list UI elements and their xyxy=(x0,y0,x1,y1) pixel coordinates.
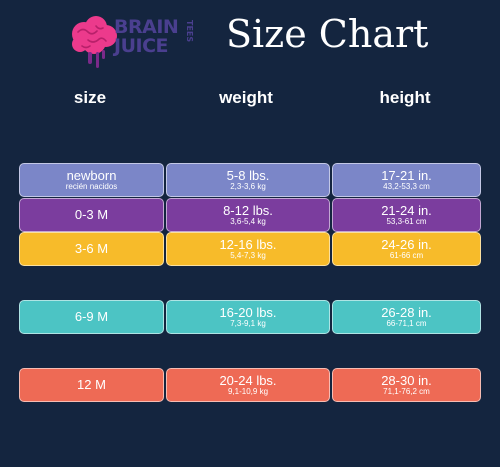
size-cell: 0-3 M xyxy=(19,198,164,232)
size-cell-value: 12 M xyxy=(77,377,106,393)
page-title: Size Chart xyxy=(226,12,429,56)
size-cell-metric: recién nacidos xyxy=(65,181,118,191)
height-cell: 28-30 in. 71,1-76,2 cm xyxy=(332,368,481,402)
weight-cell-metric: 2,3-3,6 kg xyxy=(230,181,266,191)
height-cell: 17-21 in. 43,2-53,3 cm xyxy=(332,163,481,197)
weight-cell: 16-20 lbs. 7,3-9,1 kg xyxy=(166,300,330,334)
height-cell-metric: 71,1-76,2 cm xyxy=(383,386,430,396)
weight-cell-metric: 9,1-10,9 kg xyxy=(227,386,269,396)
header-size: size xyxy=(73,88,107,107)
height-cell-value: 21-24 in. xyxy=(381,202,432,218)
height-cell-metric: 43,2-53,3 cm xyxy=(383,181,430,191)
weight-cell: 20-24 lbs. 9,1-10,9 kg xyxy=(166,368,330,402)
logo-line-juice: JUICE xyxy=(114,35,169,57)
size-row: 3-6 M 12-16 lbs. 5,4-7,3 kg 24-26 in. 61-66 … xyxy=(19,232,481,266)
size-row: newborn recién nacidos 5-8 lbs. 2,3-3,6 kg 1… xyxy=(19,163,481,197)
logo-wordmark: BRAIN JUICE xyxy=(114,16,179,57)
size-cell-value: 3-6 M xyxy=(74,241,109,257)
size-cell: 3-6 M xyxy=(19,232,164,266)
size-row: 6-9 M 16-20 lbs. 7,3-9,1 kg 26-28 in. 66-71,… xyxy=(19,300,481,334)
size-cell-value: newborn xyxy=(66,167,117,183)
weight-cell-metric: 3,6-5,4 kg xyxy=(230,216,266,226)
weight-cell-value: 5-8 lbs. xyxy=(226,167,270,183)
height-cell-value: 24-26 in. xyxy=(381,236,432,252)
weight-cell: 12-16 lbs. 5,4-7,3 kg xyxy=(166,232,330,266)
brain-icon xyxy=(72,16,117,68)
header-height: height xyxy=(379,88,431,107)
height-cell-metric: 66-71,1 cm xyxy=(386,318,427,328)
logo-tees: TEES xyxy=(185,20,194,43)
height-cell: 21-24 in. 53,3-61 cm xyxy=(332,198,481,232)
header-weight: weight xyxy=(219,88,273,107)
weight-cell-metric: 7,3-9,1 kg xyxy=(230,318,266,328)
weight-cell-value: 20-24 lbs. xyxy=(219,372,277,388)
height-cell-value: 28-30 in. xyxy=(381,372,432,388)
size-cell: 12 M xyxy=(19,368,164,402)
weight-cell-value: 16-20 lbs. xyxy=(219,304,277,320)
height-cell-value: 26-28 in. xyxy=(381,304,432,320)
size-cell: 6-9 M xyxy=(19,300,164,334)
size-cell-value: 6-9 M xyxy=(74,309,109,325)
height-cell-value: 17-21 in. xyxy=(381,167,432,183)
weight-cell-metric: 5,4-7,3 kg xyxy=(230,250,266,260)
size-row: 12 M 20-24 lbs. 9,1-10,9 kg 28-30 in. 71,1-7… xyxy=(19,368,481,402)
height-cell-metric: 53,3-61 cm xyxy=(386,216,427,226)
size-cell: newborn recién nacidos xyxy=(19,163,164,197)
brand-logo: BRAIN JUICE TEES xyxy=(66,14,194,70)
logo-line-brain: BRAIN xyxy=(114,16,179,38)
height-cell-metric: 61-66 cm xyxy=(389,250,424,260)
weight-cell: 5-8 lbs. 2,3-3,6 kg xyxy=(166,163,330,197)
weight-cell: 8-12 lbs. 3,6-5,4 kg xyxy=(166,198,330,232)
weight-cell-value: 8-12 lbs. xyxy=(223,202,273,218)
size-row: 0-3 M 8-12 lbs. 3,6-5,4 kg 21-24 in. 53,3-61… xyxy=(19,198,481,232)
height-cell: 24-26 in. 61-66 cm xyxy=(332,232,481,266)
height-cell: 26-28 in. 66-71,1 cm xyxy=(332,300,481,334)
size-cell-value: 0-3 M xyxy=(74,207,109,223)
weight-cell-value: 12-16 lbs. xyxy=(219,236,277,252)
